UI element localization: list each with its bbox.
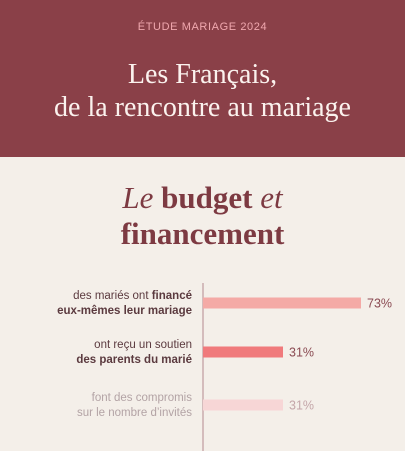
bar-label-line1: ont reçu un soutien [94, 339, 192, 351]
title-line-1: Les Français, [127, 59, 278, 90]
bar-label-line1: des mariés ont financé [73, 290, 192, 302]
bar-label-line2: eux-mêmes leur mariage [57, 305, 192, 317]
section-title-word-le: Le [122, 180, 154, 215]
section-title-word-et: et [260, 180, 283, 215]
bar-label-line2: sur le nombre d’invités [77, 407, 192, 419]
section-title: Le budget et financement [0, 180, 405, 252]
bar-label-line2: des parents du marié [76, 354, 192, 366]
bar-value-label: 73% [367, 297, 392, 311]
study-kicker: ÉTUDE MARIAGE 2024 [137, 21, 268, 33]
bar-label-line1: font des compromis [92, 392, 193, 404]
title-line-2: de la rencontre au mariage [54, 92, 351, 123]
bar [203, 346, 283, 358]
bar [203, 399, 283, 411]
header-banner [0, 0, 405, 157]
section-title-word-financement: financement [120, 216, 285, 251]
bar-value-label: 31% [289, 346, 314, 360]
bar-value-label: 31% [289, 399, 314, 413]
page-title: Les Français, de la rencontre au mariage [0, 58, 405, 124]
bar [203, 297, 361, 309]
section-title-word-budget: budget [161, 180, 253, 215]
